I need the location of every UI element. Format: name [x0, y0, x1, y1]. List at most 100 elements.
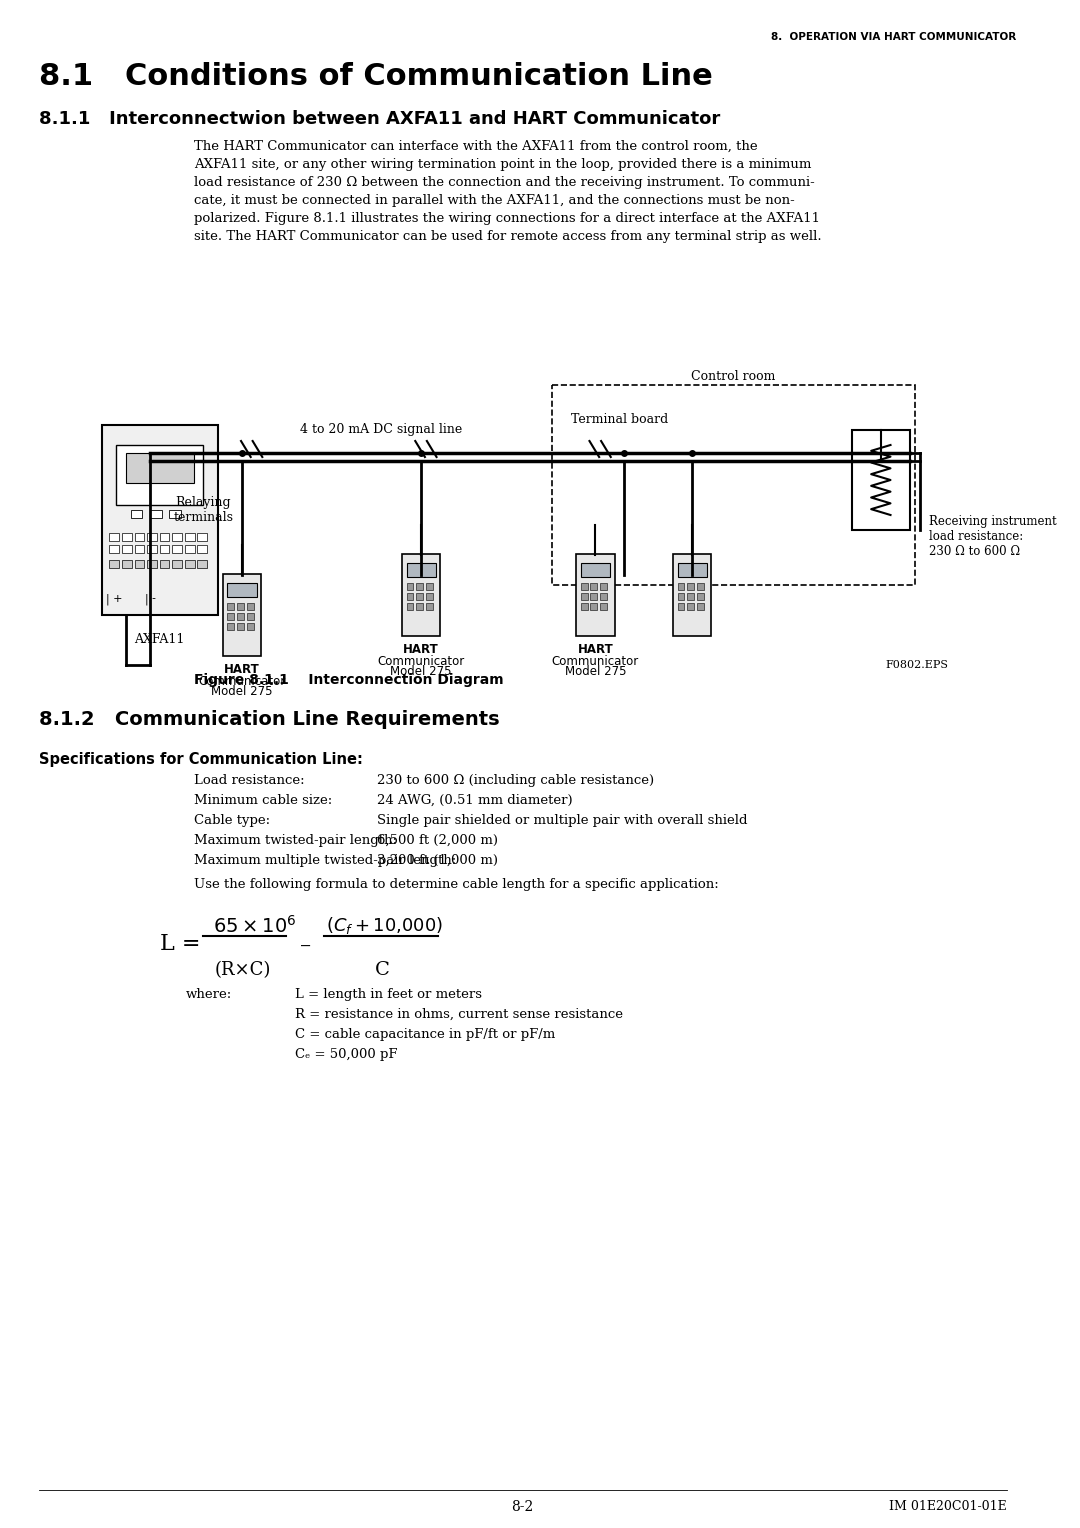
Bar: [150, 510, 162, 518]
Text: $65\times10^6$: $65\times10^6$: [213, 915, 297, 937]
Text: AXFA11: AXFA11: [135, 633, 185, 646]
Bar: [147, 559, 157, 568]
Bar: [581, 562, 610, 578]
Bar: [147, 545, 157, 553]
Bar: [600, 604, 607, 610]
Bar: [228, 613, 234, 620]
Text: Specifications for Communication Line:: Specifications for Communication Line:: [39, 752, 363, 767]
Bar: [228, 604, 234, 610]
Text: Communicator: Communicator: [377, 656, 464, 668]
FancyBboxPatch shape: [576, 555, 615, 636]
Bar: [160, 559, 170, 568]
Text: HART: HART: [578, 643, 613, 656]
Text: AXFA11 site, or any other wiring termination point in the loop, provided there i: AXFA11 site, or any other wiring termina…: [193, 157, 811, 171]
Bar: [109, 533, 119, 541]
Bar: [581, 604, 588, 610]
Bar: [416, 593, 423, 601]
Bar: [170, 510, 181, 518]
Bar: [238, 613, 244, 620]
Bar: [416, 584, 423, 590]
Text: F0802.EPS: F0802.EPS: [886, 660, 948, 669]
Text: 8-2: 8-2: [512, 1500, 534, 1514]
Text: Figure 8.1.1    Interconnection Diagram: Figure 8.1.1 Interconnection Diagram: [193, 672, 503, 688]
Bar: [126, 452, 193, 483]
Bar: [173, 559, 181, 568]
Text: Minimum cable size:: Minimum cable size:: [193, 795, 332, 807]
Bar: [677, 584, 685, 590]
Bar: [238, 604, 244, 610]
Text: Relaying
terminals: Relaying terminals: [173, 497, 233, 524]
Bar: [135, 533, 145, 541]
Text: Cₑ = 50,000 pF: Cₑ = 50,000 pF: [295, 1048, 397, 1060]
Bar: [591, 604, 597, 610]
Bar: [185, 545, 194, 553]
Text: Communicator: Communicator: [552, 656, 639, 668]
Bar: [697, 593, 704, 601]
Bar: [198, 559, 207, 568]
Bar: [109, 559, 119, 568]
Bar: [131, 510, 143, 518]
Bar: [185, 533, 194, 541]
Bar: [677, 593, 685, 601]
Bar: [581, 593, 588, 601]
Bar: [591, 584, 597, 590]
Bar: [117, 445, 203, 504]
FancyBboxPatch shape: [222, 575, 261, 656]
Text: 4 to 20 mA DC signal line: 4 to 20 mA DC signal line: [300, 423, 462, 435]
Bar: [160, 545, 170, 553]
FancyBboxPatch shape: [673, 555, 712, 636]
FancyBboxPatch shape: [402, 555, 441, 636]
Bar: [198, 545, 207, 553]
Text: Control room: Control room: [690, 370, 775, 384]
Text: IM 01E20C01-01E: IM 01E20C01-01E: [889, 1500, 1007, 1513]
Bar: [185, 559, 194, 568]
Bar: [228, 623, 234, 630]
Bar: [135, 559, 145, 568]
Text: Maximum twisted-pair length:: Maximum twisted-pair length:: [193, 834, 396, 847]
Bar: [198, 533, 207, 541]
Bar: [173, 533, 181, 541]
Bar: [122, 545, 132, 553]
Text: Maximum multiple twisted-pair length:: Maximum multiple twisted-pair length:: [193, 854, 456, 866]
Bar: [697, 604, 704, 610]
Bar: [687, 584, 694, 590]
Text: Load resistance:: Load resistance:: [193, 775, 305, 787]
Text: cate, it must be connected in parallel with the AXFA11, and the connections must: cate, it must be connected in parallel w…: [193, 194, 794, 206]
Text: $(C_f+10{,}000)$: $(C_f+10{,}000)$: [326, 915, 443, 937]
Bar: [416, 604, 423, 610]
Bar: [697, 584, 704, 590]
Bar: [122, 559, 132, 568]
Text: Receiving instrument
load resistance:
230 Ω to 600 Ω: Receiving instrument load resistance: 23…: [929, 515, 1057, 558]
Text: HART: HART: [225, 663, 260, 675]
Bar: [581, 584, 588, 590]
Text: where:: where:: [186, 989, 232, 1001]
Bar: [122, 533, 132, 541]
Bar: [247, 623, 254, 630]
Bar: [173, 545, 181, 553]
Text: L = length in feet or meters: L = length in feet or meters: [295, 989, 483, 1001]
Bar: [591, 593, 597, 601]
Text: (R×C): (R×C): [215, 961, 271, 979]
Text: 8.1.2   Communication Line Requirements: 8.1.2 Communication Line Requirements: [39, 711, 499, 729]
Text: 8.  OPERATION VIA HART COMMUNICATOR: 8. OPERATION VIA HART COMMUNICATOR: [771, 32, 1016, 41]
Bar: [687, 604, 694, 610]
Text: The HART Communicator can interface with the AXFA11 from the control room, the: The HART Communicator can interface with…: [193, 141, 757, 153]
Text: | -: | -: [145, 593, 157, 605]
Text: Cable type:: Cable type:: [193, 814, 270, 827]
Text: 6,500 ft (2,000 m): 6,500 ft (2,000 m): [378, 834, 499, 847]
Text: polarized. Figure 8.1.1 illustrates the wiring connections for a direct interfac: polarized. Figure 8.1.1 illustrates the …: [193, 212, 820, 225]
Bar: [677, 562, 706, 578]
Bar: [426, 593, 433, 601]
Text: site. The HART Communicator can be used for remote access from any terminal stri: site. The HART Communicator can be used …: [193, 231, 821, 243]
Text: load resistance of 230 Ω between the connection and the receiving instrument. To: load resistance of 230 Ω between the con…: [193, 176, 814, 189]
Text: HART: HART: [403, 643, 438, 656]
Bar: [228, 584, 257, 597]
Bar: [600, 584, 607, 590]
Bar: [600, 593, 607, 601]
Bar: [426, 584, 433, 590]
Text: 24 AWG, (0.51 mm diameter): 24 AWG, (0.51 mm diameter): [378, 795, 573, 807]
Bar: [687, 593, 694, 601]
Bar: [238, 623, 244, 630]
Text: 230 to 600 Ω (including cable resistance): 230 to 600 Ω (including cable resistance…: [378, 775, 654, 787]
Text: Terminal board: Terminal board: [571, 413, 669, 426]
